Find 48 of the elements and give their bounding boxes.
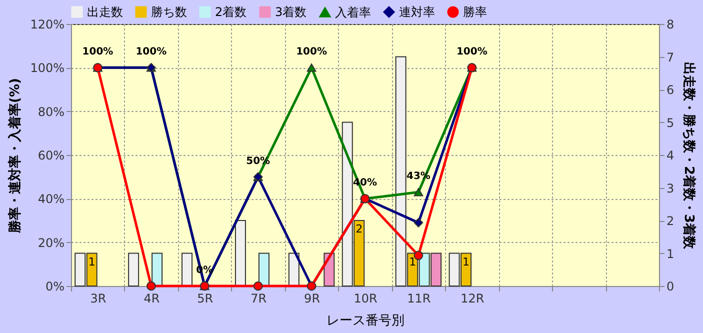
y2-tick-label: 4 — [666, 148, 674, 162]
point — [414, 218, 424, 228]
y-tick-label: 0% — [45, 280, 64, 294]
x-tick-label: 3R — [90, 292, 106, 306]
data-label: 2 — [356, 222, 363, 236]
legend-label: 勝率 — [463, 5, 487, 19]
point — [414, 188, 424, 196]
legend-label: 3着数 — [275, 5, 307, 19]
legend-label: 連対率 — [399, 5, 435, 19]
x-tick-label: 11R — [407, 292, 431, 306]
y-tick-label: 20% — [38, 236, 64, 250]
x-tick-label: 9R — [304, 292, 320, 306]
y-tick-label: 60% — [38, 148, 64, 162]
y-tick-label: 40% — [38, 192, 64, 206]
y-tick-label: 120% — [30, 18, 64, 32]
y-tick-label: 80% — [38, 104, 64, 119]
point — [253, 281, 263, 291]
data-label: 100% — [82, 46, 114, 58]
y-axis-title: 勝率・連対率・入着率(%) — [7, 78, 24, 234]
y2-tick-label: 0 — [666, 280, 674, 294]
data-label: 100% — [456, 46, 488, 58]
x-tick-label: 5R — [197, 292, 214, 306]
legend-label: 入着率 — [335, 5, 371, 20]
data-label: 100% — [296, 46, 327, 58]
y2-tick-label: 6 — [666, 83, 674, 97]
legend-label: 勝ち数 — [151, 5, 187, 19]
y2-tick-label: 7 — [666, 50, 674, 64]
y2-tick-label: 3 — [666, 181, 674, 196]
x-tick-label: 4R — [144, 292, 160, 306]
y-tick-label: 100% — [30, 61, 64, 76]
x-tick-label: 7R — [250, 292, 267, 306]
y2-tick-label: 2 — [666, 214, 674, 228]
x-axis-title: レース番号別 — [326, 314, 404, 328]
point — [306, 64, 316, 72]
y2-tick-label: 8 — [666, 18, 674, 32]
x-tick-label: 12R — [460, 292, 484, 306]
point — [414, 250, 424, 260]
legend-label: 2着数 — [215, 5, 247, 19]
y2-tick-label: 5 — [666, 116, 674, 130]
data-label: 1 — [88, 255, 96, 268]
legend-label: 出走数 — [87, 5, 123, 19]
data-label: 100% — [136, 46, 167, 58]
y2-axis-title: 出走数・勝ち数・2着数・3着数 — [681, 62, 698, 250]
y2-tick-label: 1 — [666, 246, 674, 261]
data-label: 1 — [462, 255, 470, 268]
x-tick-label: 10R — [354, 292, 378, 306]
data-label: 1 — [409, 255, 416, 268]
point — [146, 281, 156, 291]
